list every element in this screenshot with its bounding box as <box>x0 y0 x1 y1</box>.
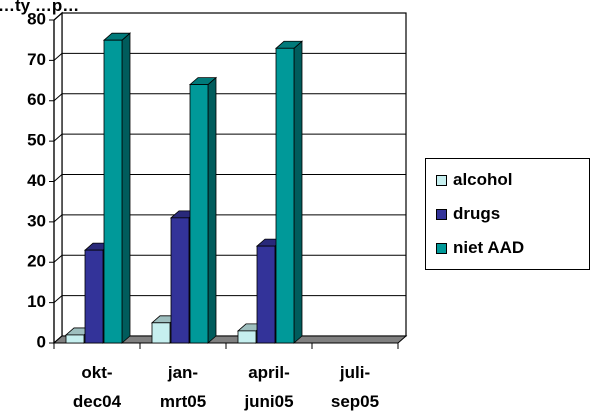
y-tick-label: 60 <box>27 90 46 109</box>
y-tick-label: 40 <box>27 171 46 190</box>
x-tick-label: okt-dec04 <box>73 363 122 411</box>
x-tick-label: april-juni05 <box>243 363 293 411</box>
legend: alcohol drugs niet AAD <box>425 158 590 270</box>
y-tick-label: 30 <box>27 211 46 230</box>
x-axis-labels: okt-dec04 jan-mrt05 april-juni05 juli-sep05 <box>54 343 398 411</box>
legend-label-drugs: drugs <box>453 204 500 224</box>
x-tick-label: jan-mrt05 <box>160 363 206 411</box>
legend-item-alcohol: alcohol <box>436 169 513 191</box>
legend-swatch-niet-aad <box>436 243 447 254</box>
y-tick-label: 10 <box>27 292 46 311</box>
bar-niet-aad <box>190 78 216 343</box>
y-tick-label: 50 <box>27 131 46 150</box>
y-tick-label: 80 <box>27 9 46 28</box>
legend-label-niet-aad: niet AAD <box>453 238 524 258</box>
bar-niet-aad <box>276 41 302 343</box>
bar-niet-aad <box>104 33 130 343</box>
legend-label-alcohol: alcohol <box>453 170 513 190</box>
y-axis-ticks: 0 10 20 30 40 50 60 70 80 <box>27 9 54 351</box>
x-tick-label: juli-sep05 <box>331 363 379 411</box>
legend-item-drugs: drugs <box>436 203 500 225</box>
y-tick-label: 70 <box>27 50 46 69</box>
legend-item-niet-aad: niet AAD <box>436 237 524 259</box>
legend-swatch-alcohol <box>436 175 447 186</box>
y-tick-label: 20 <box>27 252 46 271</box>
y-tick-label: 0 <box>37 332 46 351</box>
legend-swatch-drugs <box>436 209 447 220</box>
